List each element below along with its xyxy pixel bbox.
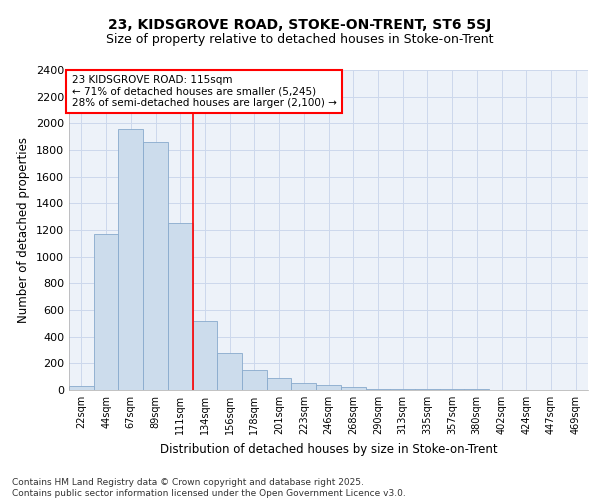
- Bar: [316, 384, 341, 390]
- Bar: [292, 384, 316, 390]
- Bar: [217, 354, 242, 390]
- Bar: [118, 128, 143, 390]
- Bar: [341, 388, 365, 390]
- Bar: [69, 386, 94, 390]
- Bar: [168, 224, 193, 390]
- Text: 23, KIDSGROVE ROAD, STOKE-ON-TRENT, ST6 5SJ: 23, KIDSGROVE ROAD, STOKE-ON-TRENT, ST6 …: [109, 18, 491, 32]
- X-axis label: Distribution of detached houses by size in Stoke-on-Trent: Distribution of detached houses by size …: [160, 442, 497, 456]
- Text: 23 KIDSGROVE ROAD: 115sqm
← 71% of detached houses are smaller (5,245)
28% of se: 23 KIDSGROVE ROAD: 115sqm ← 71% of detac…: [71, 75, 337, 108]
- Text: Size of property relative to detached houses in Stoke-on-Trent: Size of property relative to detached ho…: [106, 32, 494, 46]
- Bar: [242, 370, 267, 390]
- Bar: [94, 234, 118, 390]
- Bar: [267, 378, 292, 390]
- Bar: [365, 388, 390, 390]
- Bar: [143, 142, 168, 390]
- Text: Contains HM Land Registry data © Crown copyright and database right 2025.
Contai: Contains HM Land Registry data © Crown c…: [12, 478, 406, 498]
- Y-axis label: Number of detached properties: Number of detached properties: [17, 137, 31, 323]
- Bar: [193, 320, 217, 390]
